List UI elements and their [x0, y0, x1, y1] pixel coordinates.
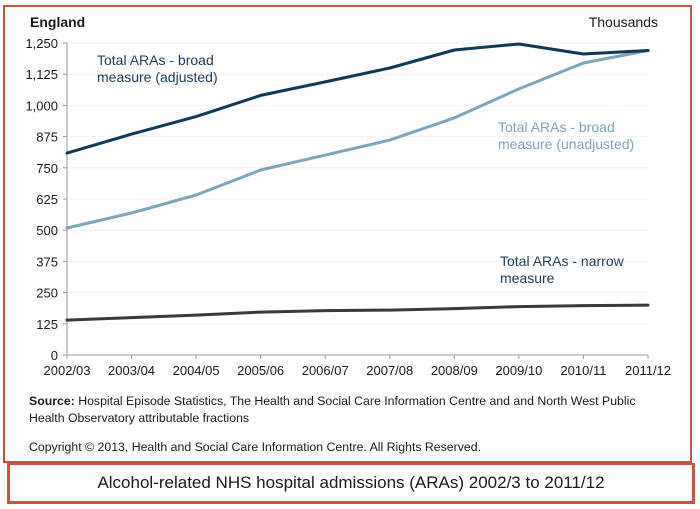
y-tick-label: 1,000: [25, 98, 58, 113]
y-tick-label: 375: [36, 254, 58, 269]
series-label-line: measure (adjusted): [97, 69, 218, 85]
y-tick-label: 750: [36, 161, 58, 176]
chart-frame: [3, 5, 692, 463]
y-tick-label: 1,250: [25, 36, 58, 51]
x-tick-label: 2003/04: [108, 363, 155, 378]
series-line: [65, 42, 650, 155]
series-label-line: measure (unadjusted): [498, 136, 634, 152]
y-tick-label: 0: [51, 348, 58, 363]
y-tick-label: 625: [36, 192, 58, 207]
series-label: Total ARAs - broad measure (adjusted): [97, 52, 218, 85]
source-label: Source:: [29, 394, 75, 408]
x-tick-label: 2010/11: [560, 363, 606, 378]
series-label: Total ARAs - narrow measure: [500, 253, 625, 286]
x-tick-label: 2007/08: [366, 363, 413, 378]
y-tick-label: 500: [36, 223, 58, 238]
x-tick-label: 2008/09: [431, 363, 478, 378]
y-tick-label: 875: [36, 130, 58, 145]
series-label-line: Total ARAs - broad: [498, 119, 615, 135]
caption-text: Alcohol-related NHS hospital admissions …: [97, 473, 605, 492]
series-label-line: Total ARAs - narrow: [500, 253, 625, 269]
y-tick-label: 1,125: [25, 67, 58, 82]
chart-title: England: [30, 14, 85, 30]
x-tick-label: 2006/07: [302, 363, 349, 378]
y-tick-label: 250: [36, 286, 58, 301]
series-line: [65, 303, 650, 322]
source-note: Source: Hospital Episode Statistics, The…: [29, 393, 669, 427]
x-tick-label: 2009/10: [495, 363, 542, 378]
x-tick-label: 2002/03: [44, 363, 91, 378]
series-line: [65, 49, 650, 230]
figure-caption: Alcohol-related NHS hospital admissions …: [7, 463, 695, 504]
series-label-line: measure: [500, 270, 555, 286]
source-text: Hospital Episode Statistics, The Health …: [29, 394, 636, 425]
series-label-line: Total ARAs - broad: [97, 52, 214, 68]
series-label: Total ARAs - broad measure (unadjusted): [498, 119, 634, 152]
y-tick-label: 125: [36, 317, 58, 332]
copyright-note: Copyright © 2013, Health and Social Care…: [29, 440, 481, 454]
x-tick-label: 2011/12: [625, 363, 671, 378]
x-tick-label: 2005/06: [237, 363, 284, 378]
x-tick-label: 2004/05: [173, 363, 220, 378]
units-label: Thousands: [589, 14, 658, 30]
